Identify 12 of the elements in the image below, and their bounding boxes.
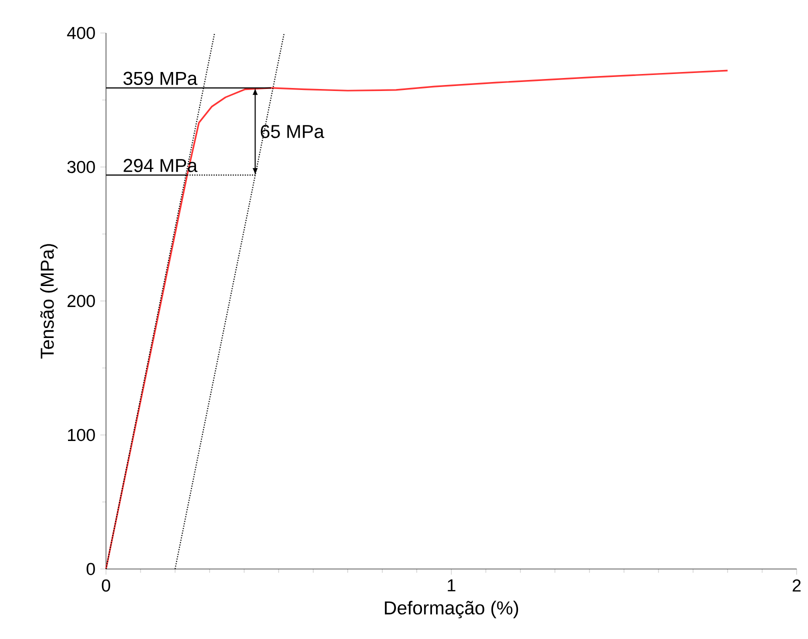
y-tick-label: 400 (67, 26, 95, 40)
y-tick-label: 100 (68, 428, 95, 442)
y-tick-label: 300 (67, 160, 95, 174)
series-label: 359 MPa (123, 72, 198, 86)
x-tick-label: 0 (102, 579, 110, 592)
y-tick-label: 0 (86, 562, 95, 576)
x-tick-label: 1 (448, 579, 456, 592)
y-axis-title: Tensão (MPa) (40, 244, 58, 359)
annotation: 65 MPa (260, 124, 324, 138)
x-axis-title: Deformação (%) (384, 600, 518, 618)
x-tick-label: 2 (792, 579, 801, 592)
y-tick-label: 200 (68, 294, 95, 308)
